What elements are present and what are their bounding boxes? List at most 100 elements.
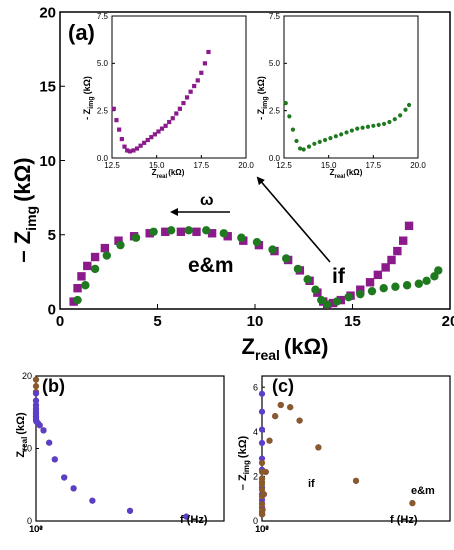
data-point — [306, 144, 312, 149]
x-tick-label: 17.5 — [366, 161, 382, 170]
data-point — [102, 251, 112, 260]
data-point — [266, 437, 273, 444]
y-tick-label: 15 — [39, 79, 56, 96]
data-point — [322, 300, 332, 309]
y-tick-label: 20 — [39, 4, 56, 21]
data-point — [311, 285, 320, 294]
data-point — [404, 221, 414, 231]
data-point — [399, 236, 408, 245]
y-tick-label: 5.0 — [97, 59, 109, 68]
data-point — [294, 138, 299, 144]
data-point — [290, 127, 296, 132]
data-point — [195, 78, 200, 83]
data-point — [188, 89, 193, 94]
data-point — [344, 292, 353, 302]
data-point — [134, 146, 140, 151]
data-point — [223, 232, 232, 241]
data-point — [344, 130, 349, 135]
data-point — [127, 149, 132, 154]
data-point — [131, 233, 141, 242]
data-point — [184, 95, 190, 100]
data-point — [192, 83, 197, 89]
inset-right-x-label: Zreal(kΩ) — [330, 168, 363, 180]
y-tick-label: 4 — [253, 427, 258, 437]
data-point — [207, 229, 217, 238]
y-tick-label: 2 — [253, 472, 258, 482]
data-point — [356, 285, 365, 294]
x-tick-label: 20 — [442, 313, 454, 330]
data-point — [237, 233, 246, 242]
data-point — [258, 439, 266, 447]
x-tick-label: 10⁶ — [29, 524, 43, 534]
data-point — [339, 132, 344, 137]
panel-a-nyquist-plot: 0 5 10 15 20 0 5 10 15 20 (a) – Zimg(kΩ) Zreal(kΩ… — [10, 4, 454, 363]
data-point — [317, 295, 326, 305]
panel-c-em-label: e&m — [411, 485, 435, 497]
data-point — [259, 506, 266, 513]
y-tick-label: 7.5 — [97, 12, 109, 21]
data-point — [90, 252, 100, 262]
em-label: e&m — [188, 254, 234, 277]
data-point — [365, 278, 375, 287]
data-point — [114, 236, 123, 245]
data-point — [125, 148, 130, 153]
data-point — [365, 124, 371, 129]
data-point — [328, 136, 333, 141]
data-point — [392, 117, 397, 122]
inset-left-x-label: Zreal(kΩ) — [152, 168, 185, 180]
inset-right-green: 12.5 15.0 17.5 20.00.02.55.07.5 - Zimg(kΩ) … — [256, 12, 426, 180]
x-tick-label: 10⁰ — [255, 524, 269, 534]
data-point — [40, 427, 47, 434]
if-label: if — [332, 265, 346, 288]
data-point — [402, 281, 412, 290]
data-point — [117, 127, 122, 132]
data-point — [258, 390, 266, 397]
data-point — [159, 126, 165, 131]
data-point — [177, 106, 182, 111]
x-tick-label: 5 — [153, 313, 161, 330]
data-point — [149, 227, 158, 236]
data-point — [297, 146, 303, 151]
x-tick-label: 10⁴ — [29, 524, 43, 534]
data-point — [398, 113, 403, 118]
inset-right-y-label: - Zimg(kΩ) — [256, 76, 269, 120]
y-tick-label: 6 — [253, 382, 258, 392]
data-point — [70, 485, 77, 492]
svg-text:– Zimg(kΩ): – Zimg(kΩ) — [10, 157, 39, 262]
data-point — [89, 497, 96, 504]
data-point — [202, 226, 211, 235]
data-point — [83, 261, 92, 271]
data-point — [406, 102, 412, 108]
data-point — [51, 456, 58, 463]
data-point — [73, 284, 82, 293]
data-point — [170, 116, 175, 121]
panel-b-x-axis-label: f (Hz) — [180, 514, 208, 526]
data-point — [268, 245, 277, 254]
y-tick-label: 5 — [48, 227, 56, 244]
y-tick-label: 0 — [27, 516, 32, 526]
data-point — [322, 137, 328, 143]
panel-c-if-label: if — [308, 478, 315, 490]
data-point — [184, 226, 193, 235]
panel-b-y-axis-label: Zreal(kΩ) — [15, 412, 29, 458]
data-point — [381, 121, 387, 127]
data-point — [287, 404, 294, 411]
data-point — [119, 136, 124, 142]
data-point — [373, 270, 383, 280]
data-point — [199, 70, 204, 75]
data-point — [277, 401, 284, 409]
data-point — [32, 383, 40, 390]
data-point — [332, 297, 342, 306]
x-tick-label: 15.0 — [149, 161, 165, 170]
data-point — [252, 237, 262, 247]
data-point — [376, 122, 381, 127]
panel-b-label: (b) — [42, 376, 65, 396]
data-point — [36, 422, 43, 429]
data-point — [301, 147, 306, 152]
x-tick-label: 15 — [344, 313, 361, 330]
data-point — [409, 500, 416, 507]
data-point — [360, 125, 365, 130]
data-point — [283, 100, 288, 106]
